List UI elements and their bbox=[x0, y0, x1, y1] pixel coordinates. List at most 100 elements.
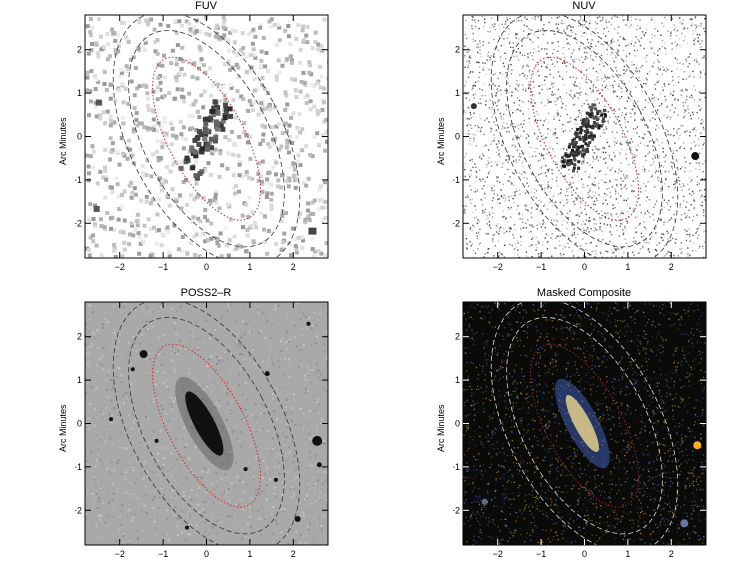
noise-pixel bbox=[572, 232, 574, 234]
noise-pixel bbox=[498, 149, 500, 151]
noise-pixel bbox=[304, 489, 307, 492]
noise-pixel bbox=[592, 59, 595, 61]
noise-pixel bbox=[557, 185, 559, 187]
noise-pixel bbox=[525, 251, 528, 253]
noise-pixel bbox=[617, 216, 620, 218]
noise-pixel bbox=[525, 255, 527, 257]
noise-pixel bbox=[88, 89, 93, 94]
noise-pixel bbox=[216, 355, 219, 358]
noise-pixel bbox=[133, 323, 136, 326]
galaxy-pixel bbox=[222, 115, 228, 121]
noise-pixel bbox=[646, 78, 648, 80]
noise-pixel bbox=[286, 314, 289, 317]
noise-pixel bbox=[465, 118, 467, 120]
noise-pixel bbox=[529, 224, 531, 226]
noise-pixel bbox=[653, 62, 655, 64]
noise-pixel bbox=[552, 82, 554, 85]
noise-pixel bbox=[280, 430, 283, 433]
noise-pixel bbox=[694, 24, 696, 26]
noise-pixel bbox=[116, 487, 119, 490]
noise-pixel bbox=[269, 385, 272, 388]
noise-pixel bbox=[591, 184, 593, 186]
noise-pixel bbox=[674, 57, 677, 59]
noise-pixel bbox=[543, 148, 545, 150]
noise-pixel bbox=[498, 251, 501, 253]
noise-pixel bbox=[517, 108, 520, 110]
noise-pixel bbox=[602, 151, 605, 154]
noise-pixel bbox=[681, 23, 683, 25]
noise-pixel bbox=[571, 128, 573, 130]
galaxy-pixel bbox=[602, 117, 606, 121]
noise-pixel bbox=[116, 49, 121, 54]
noise-pixel bbox=[648, 170, 650, 172]
noise-pixel bbox=[546, 53, 548, 55]
noise-pixel bbox=[636, 105, 639, 107]
noise-pixel bbox=[543, 30, 546, 33]
noise-pixel bbox=[482, 154, 485, 157]
noise-pixel bbox=[594, 192, 597, 194]
noise-pixel bbox=[693, 99, 696, 101]
noise-pixel bbox=[616, 140, 619, 143]
y-tick-label: 2 bbox=[77, 45, 82, 55]
noise-pixel bbox=[310, 154, 315, 159]
noise-pixel bbox=[598, 182, 600, 185]
noise-pixel bbox=[128, 341, 131, 344]
noise-pixel bbox=[85, 323, 88, 326]
noise-pixel bbox=[633, 254, 635, 256]
noise-pixel bbox=[217, 37, 222, 42]
noise-pixel bbox=[649, 70, 651, 73]
noise-pixel bbox=[286, 423, 289, 426]
noise-pixel bbox=[472, 133, 475, 136]
noise-pixel bbox=[469, 143, 471, 145]
noise-pixel bbox=[295, 159, 300, 164]
noise-pixel bbox=[680, 186, 682, 188]
noise-pixel bbox=[254, 419, 257, 422]
noise-pixel bbox=[474, 40, 476, 42]
noise-pixel bbox=[102, 224, 107, 229]
noise-pixel bbox=[182, 99, 187, 104]
noise-pixel bbox=[167, 91, 172, 96]
noise-pixel bbox=[190, 420, 193, 423]
noise-pixel bbox=[615, 249, 617, 252]
noise-pixel bbox=[315, 81, 320, 86]
noise-pixel bbox=[553, 202, 555, 204]
noise-pixel bbox=[495, 129, 498, 132]
noise-pixel bbox=[577, 196, 579, 198]
noise-pixel bbox=[103, 338, 106, 341]
noise-pixel bbox=[662, 66, 664, 68]
noise-pixel bbox=[98, 116, 103, 121]
noise-pixel bbox=[626, 220, 628, 222]
noise-pixel bbox=[178, 339, 181, 342]
galaxy-pixel bbox=[189, 147, 195, 153]
noise-pixel bbox=[115, 376, 118, 379]
noise-pixel bbox=[290, 140, 295, 145]
noise-pixel bbox=[587, 191, 589, 194]
noise-pixel bbox=[478, 244, 480, 246]
noise-pixel bbox=[704, 195, 706, 197]
noise-pixel bbox=[88, 235, 93, 240]
noise-pixel bbox=[174, 473, 177, 476]
noise-pixel bbox=[293, 78, 298, 83]
noise-pixel bbox=[472, 38, 475, 40]
noise-pixel bbox=[665, 70, 667, 73]
noise-pixel bbox=[135, 212, 140, 217]
noise-pixel bbox=[269, 356, 272, 359]
noise-pixel bbox=[110, 469, 113, 472]
noise-pixel bbox=[629, 151, 632, 153]
noise-pixel bbox=[464, 85, 466, 87]
noise-pixel bbox=[487, 160, 489, 162]
noise-pixel bbox=[611, 52, 614, 54]
noise-pixel bbox=[517, 249, 519, 251]
noise-pixel bbox=[498, 35, 500, 37]
noise-pixel bbox=[486, 53, 488, 55]
noise-pixel bbox=[285, 332, 288, 335]
noise-pixel bbox=[197, 503, 200, 506]
noise-pixel bbox=[162, 94, 167, 99]
noise-pixel bbox=[504, 244, 506, 246]
noise-pixel bbox=[546, 66, 548, 69]
noise-pixel bbox=[127, 540, 130, 543]
noise-pixel bbox=[517, 135, 519, 137]
noise-pixel bbox=[689, 233, 691, 236]
noise-pixel bbox=[261, 35, 266, 40]
